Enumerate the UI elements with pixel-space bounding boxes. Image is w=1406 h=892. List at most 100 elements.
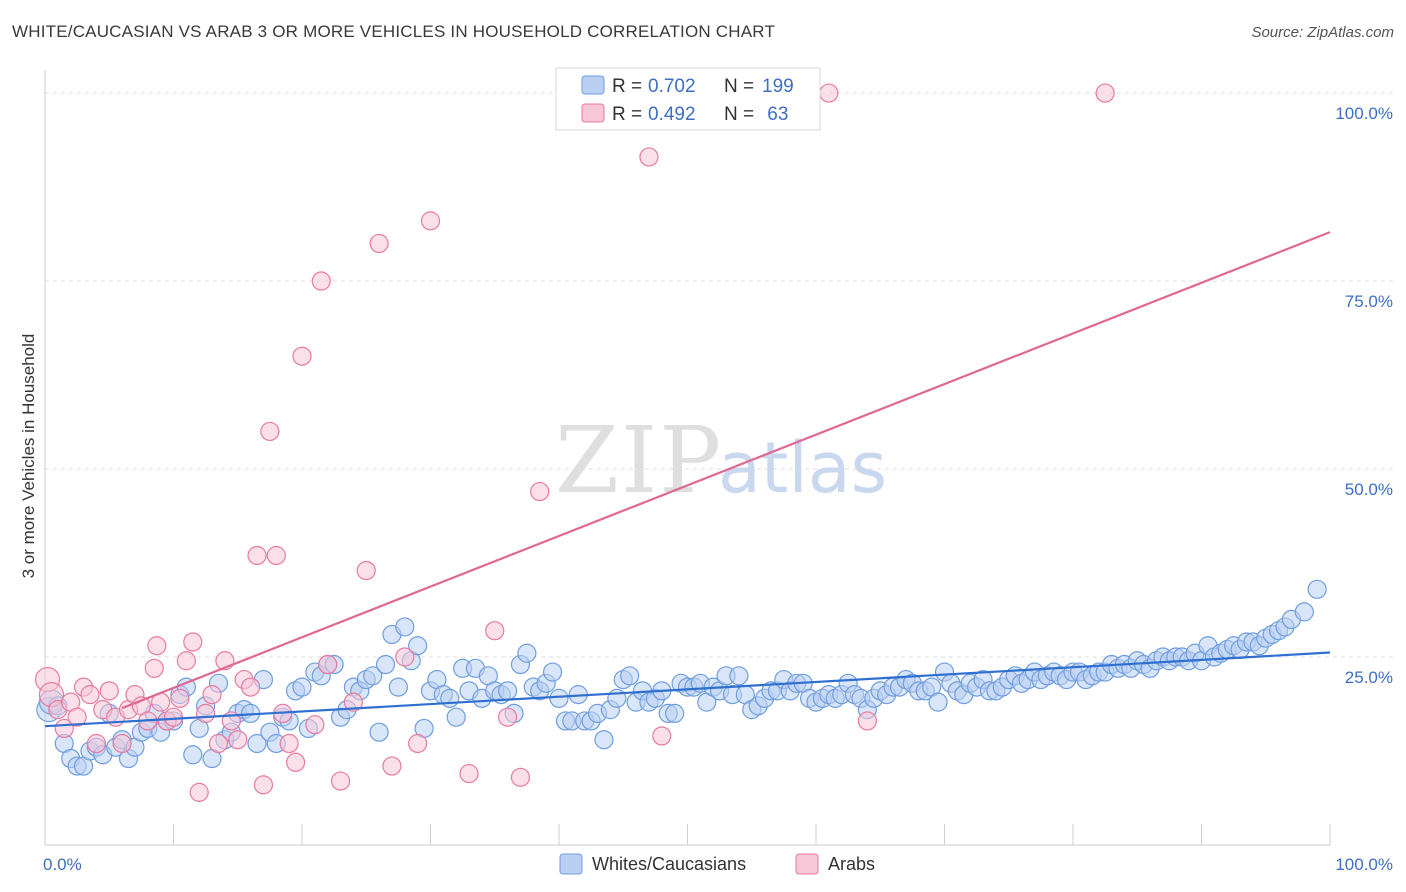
whites-point-91 xyxy=(620,666,640,686)
whites-point-139 xyxy=(928,692,948,712)
legend-n-label-arabs: N = xyxy=(724,104,754,125)
arabs-point-57 xyxy=(530,481,550,502)
arabs-point-21 xyxy=(163,707,184,727)
arabs-point-49 xyxy=(382,756,402,776)
legend-n-value-arabs: 63 xyxy=(762,104,788,125)
whites-point-196 xyxy=(1307,579,1327,599)
arabs-point-17 xyxy=(144,658,164,678)
arabs-point-45 xyxy=(330,771,351,791)
whites-point-52 xyxy=(369,722,389,742)
arabs-point-10 xyxy=(99,681,119,701)
legend-n-label-whites: N = xyxy=(724,76,754,97)
arabs-point-22 xyxy=(170,688,190,708)
arabs-point-18 xyxy=(147,636,167,656)
whites-point-58 xyxy=(408,636,428,656)
whites-point-53 xyxy=(375,654,396,675)
whites-point-56 xyxy=(395,617,415,637)
arabs-point-42 xyxy=(305,715,325,735)
chart-title: WHITE/CAUCASIAN VS ARAB 3 OR MORE VEHICL… xyxy=(12,22,776,41)
arabs-point-59 xyxy=(652,726,672,746)
arabs-point-37 xyxy=(266,545,286,566)
arabs-point-44 xyxy=(318,654,338,675)
whites-point-63 xyxy=(440,688,460,708)
y-axis-label: 3 or more Vehicles in Household xyxy=(19,334,38,579)
legend-n-value-whites: 199 xyxy=(762,76,794,97)
arabs-point-58 xyxy=(639,147,659,167)
legend-r-label-whites: R = xyxy=(612,76,642,97)
arabs-point-27 xyxy=(202,685,222,705)
stats-legend: R = 0.702 N = 199 R = 0.492 N = 63 xyxy=(555,67,821,131)
x-tick-label-1: 100.0% xyxy=(1335,855,1393,874)
legend-swatch-whites xyxy=(581,75,605,95)
whites-point-195 xyxy=(1294,602,1314,622)
trend-lines xyxy=(44,231,1331,728)
series-arabs-points xyxy=(34,83,1115,802)
whites-point-75 xyxy=(517,643,537,663)
whites-point-98 xyxy=(665,703,685,724)
arabs-point-33 xyxy=(241,677,261,697)
arabs-point-7 xyxy=(80,685,100,705)
whites-point-64 xyxy=(446,707,466,727)
whites-point-55 xyxy=(388,677,408,697)
x-tick-label-0: 0.0% xyxy=(43,855,82,874)
whites-point-108 xyxy=(729,666,749,686)
y-tick-label-1: 75.0% xyxy=(1345,292,1393,311)
series-legend-label-whites: Whites/Caucasians xyxy=(592,854,746,874)
arabs-point-43 xyxy=(311,271,331,291)
series-legend-swatch-arabs xyxy=(795,853,819,875)
arabs-point-31 xyxy=(228,730,248,750)
whites-point-72 xyxy=(498,681,518,701)
arabs-point-62 xyxy=(1095,83,1115,103)
whites-point-23 xyxy=(183,745,203,765)
series-legend: Whites/Caucasians Arabs xyxy=(559,853,875,875)
whites-point-87 xyxy=(594,730,614,750)
chart-source: Source: ZipAtlas.com xyxy=(1251,24,1394,41)
arabs-point-36 xyxy=(260,421,280,442)
arabs-point-24 xyxy=(183,632,203,652)
series-legend-swatch-whites xyxy=(559,853,583,875)
legend-r-label-arabs: R = xyxy=(612,104,642,125)
arabs-point-41 xyxy=(292,346,312,366)
y-tick-labels: 100.0% 75.0% 50.0% 25.0% xyxy=(1335,104,1393,687)
legend-r-value-whites: 0.702 xyxy=(648,76,696,97)
arabs-point-50 xyxy=(395,647,415,667)
arabs-point-48 xyxy=(369,233,389,254)
y-tick-label-3: 25.0% xyxy=(1345,668,1393,687)
arabs-point-47 xyxy=(356,560,376,581)
x-tick-labels: 0.0% 100.0% xyxy=(43,855,1393,874)
legend-swatch-arabs xyxy=(581,103,605,123)
arabs-point-23 xyxy=(176,651,196,671)
whites-point-51 xyxy=(363,666,383,686)
arabs-point-52 xyxy=(420,211,441,231)
whites-point-80 xyxy=(549,688,569,708)
arabs-point-28 xyxy=(208,733,229,754)
arabs-point-39 xyxy=(279,733,299,754)
trend-line-arabs xyxy=(121,231,1331,710)
arabs-point-34 xyxy=(247,545,267,566)
arabs-point-60 xyxy=(819,83,839,103)
whites-point-33 xyxy=(247,733,267,754)
whites-point-79 xyxy=(542,662,563,682)
arabs-point-61 xyxy=(857,711,878,731)
arabs-point-55 xyxy=(498,707,518,727)
y-tick-label-2: 50.0% xyxy=(1345,480,1393,499)
series-legend-label-arabs: Arabs xyxy=(828,854,875,874)
grid-lines xyxy=(45,92,1395,658)
arabs-point-56 xyxy=(510,767,531,787)
legend-r-value-arabs: 0.492 xyxy=(648,104,696,125)
watermark-zip: ZIP xyxy=(555,407,723,514)
arabs-point-53 xyxy=(459,763,479,784)
arabs-point-12 xyxy=(112,733,132,754)
arabs-point-8 xyxy=(86,733,107,754)
trend-line-whites xyxy=(44,651,1331,728)
arabs-point-35 xyxy=(253,775,274,795)
whites-point-40 xyxy=(292,677,312,697)
y-tick-label-0: 100.0% xyxy=(1335,104,1393,123)
watermark: ZIP atlas xyxy=(555,407,887,514)
arabs-point-46 xyxy=(343,692,363,712)
arabs-point-51 xyxy=(408,733,428,754)
series-whites-points xyxy=(36,579,1327,776)
arabs-point-5 xyxy=(67,707,87,727)
arabs-point-26 xyxy=(196,703,216,724)
